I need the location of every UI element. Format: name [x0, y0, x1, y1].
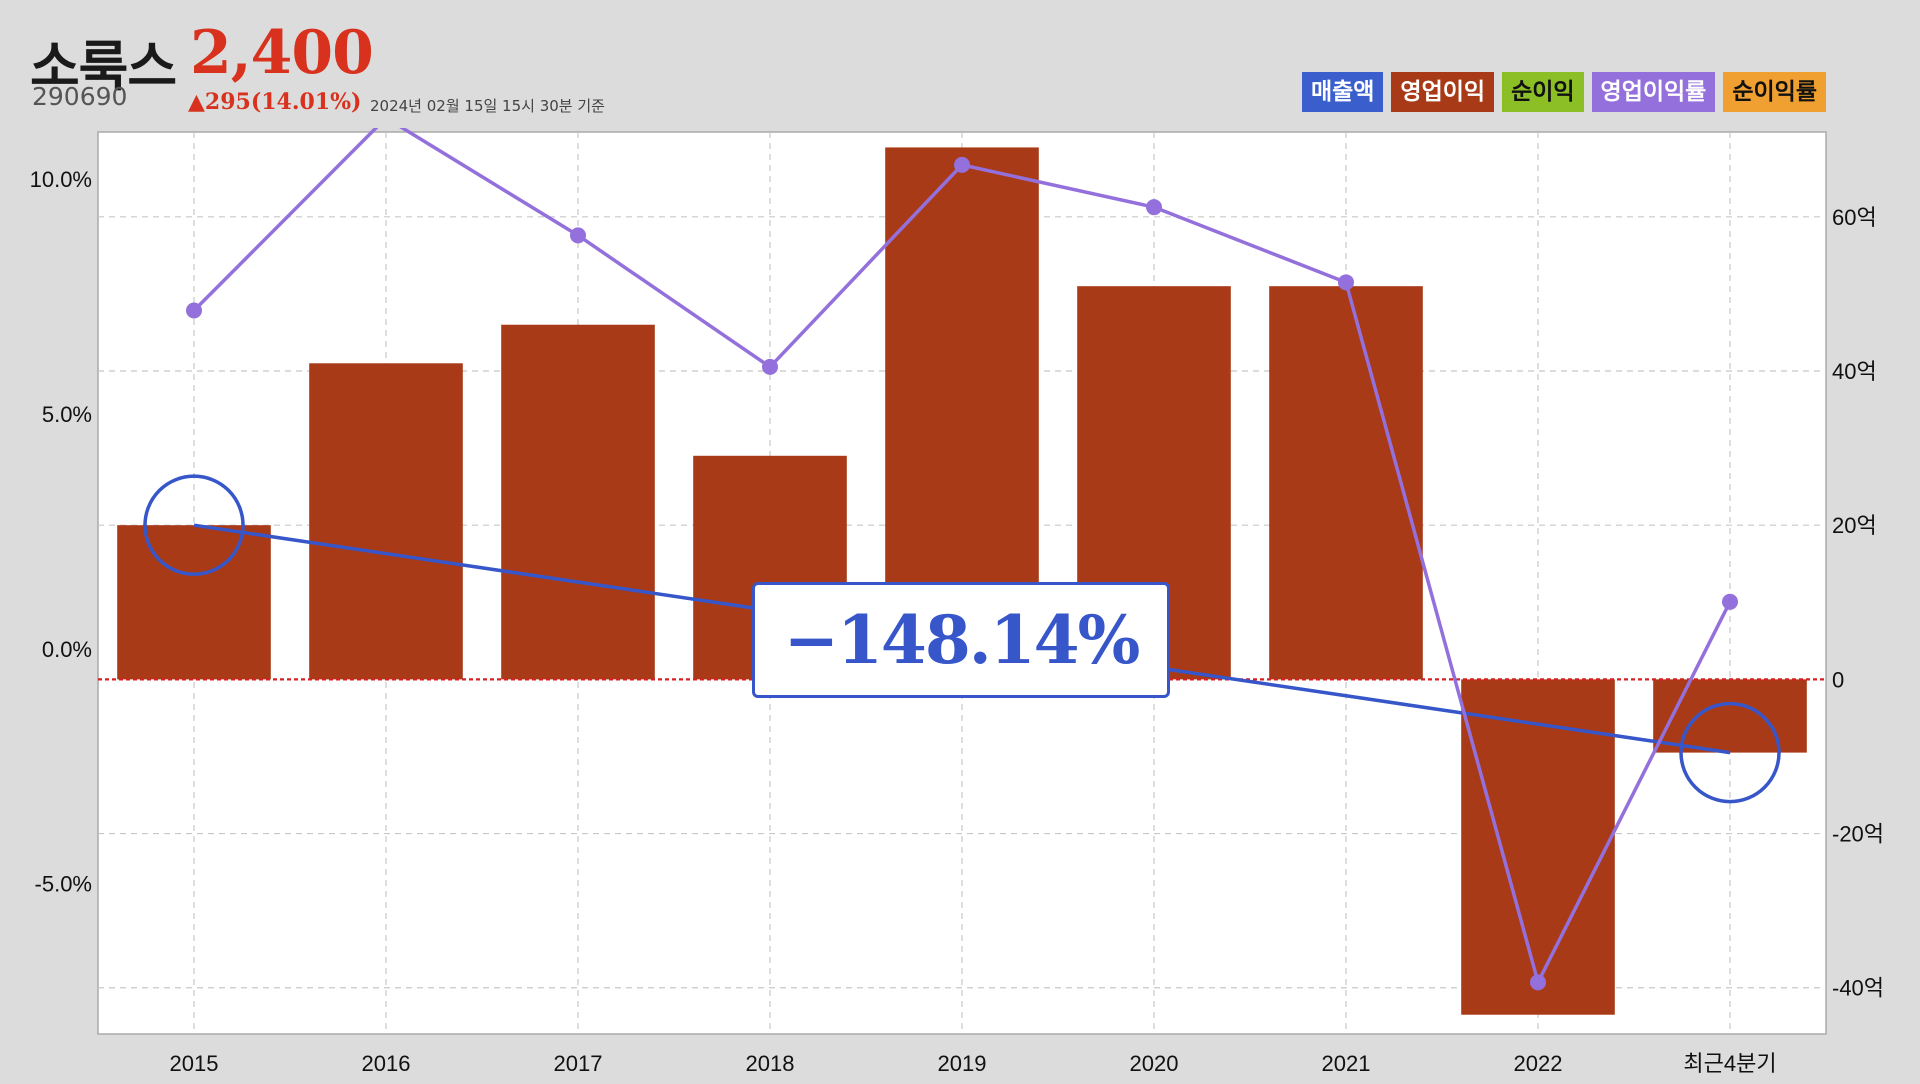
legend-operating-profit[interactable]: 영업이익: [1391, 72, 1495, 112]
highlight-circle: [1679, 701, 1781, 804]
x-axis-tick-label: 최근4분기: [1683, 1051, 1776, 1076]
x-axis-tick-label: 2017: [554, 1051, 603, 1076]
point-operating-margin: [1146, 199, 1162, 216]
x-axis-tick-label: 2015: [170, 1051, 219, 1076]
left-axis-tick-label: 5.0%: [42, 402, 92, 427]
left-axis-tick-label: 10.0%: [30, 167, 92, 192]
x-axis-tick-label: 2022: [1514, 1051, 1563, 1076]
bar-operating-profit: [1653, 679, 1807, 753]
legend-net-margin[interactable]: 순이익률: [1723, 72, 1826, 112]
right-axis-tick-label: -20억: [1832, 822, 1884, 847]
point-operating-margin: [1338, 274, 1354, 291]
bar-operating-profit: [117, 525, 271, 680]
right-axis-tick-label: 20억: [1832, 513, 1877, 538]
x-axis-tick-label: 2020: [1130, 1051, 1179, 1076]
stock-name: 소룩스: [30, 35, 177, 98]
legend-net-income[interactable]: 순이익: [1502, 72, 1584, 112]
left-axis-tick-label: -5.0%: [35, 872, 92, 897]
right-axis-tick-label: 60억: [1832, 205, 1877, 230]
timestamp: 2024년 02월 15일 15시 30분 기준: [370, 97, 605, 115]
bar-operating-profit: [501, 324, 655, 680]
bar-operating-profit: [1461, 679, 1615, 1015]
right-axis-tick-label: -40억: [1832, 976, 1884, 1001]
bar-operating-profit: [309, 363, 463, 680]
chart-header: 소룩스 2,400 290690 ▲295(14.01%) 2024년 02월 …: [0, 0, 1920, 128]
legend-operating-margin[interactable]: 영업이익률: [1591, 72, 1716, 112]
point-operating-margin: [186, 302, 202, 319]
stock-price: 2,400: [190, 18, 374, 88]
x-axis-tick-label: 2021: [1322, 1051, 1371, 1076]
point-operating-margin: [570, 227, 586, 244]
point-operating-margin: [1722, 593, 1738, 610]
stock-code: 290690: [32, 82, 128, 111]
highlight-circle: [143, 474, 245, 576]
point-operating-margin: [954, 156, 970, 173]
legend: 매출액 영업이익 순이익 영업이익률 순이익률: [1301, 72, 1826, 112]
left-axis-tick-label: 0.0%: [42, 637, 92, 662]
x-axis-tick-label: 2019: [938, 1051, 987, 1076]
x-axis-tick-label: 2018: [746, 1051, 795, 1076]
point-operating-margin: [1530, 974, 1546, 991]
right-axis-tick-label: 40억: [1832, 359, 1877, 384]
legend-revenue[interactable]: 매출액: [1301, 72, 1384, 112]
point-operating-margin: [762, 358, 778, 375]
trend-callout: −148.14%: [752, 582, 1170, 698]
x-axis-tick-label: 2016: [362, 1051, 411, 1076]
bar-operating-profit: [1269, 286, 1423, 680]
right-axis-tick-label: 0: [1832, 667, 1844, 692]
price-change: ▲295(14.01%): [188, 89, 362, 115]
